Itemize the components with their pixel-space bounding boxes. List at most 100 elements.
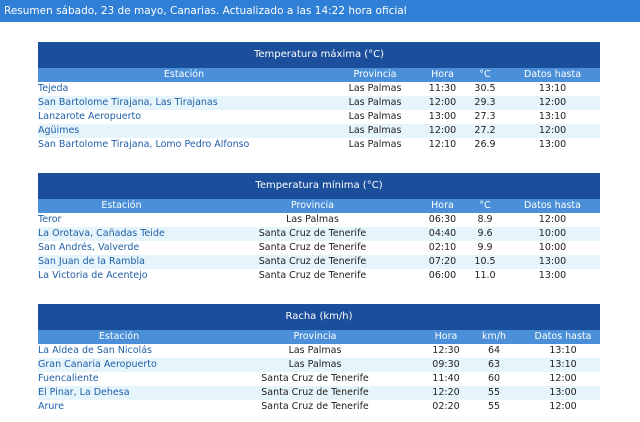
table-row: Teror Las Palmas 06:30 8.9 12:00: [38, 213, 600, 227]
column-header: Hora: [420, 199, 465, 213]
station-link[interactable]: La Aldea de San Nicolás: [38, 345, 152, 356]
table-row: La Victoria de Acentejo Santa Cruz de Ten…: [38, 269, 600, 283]
cell: 10:00: [538, 242, 567, 253]
table-title: Temperatura máxima (°C): [38, 42, 601, 68]
cell: 13:00: [538, 139, 567, 150]
cell: 13:00: [428, 111, 457, 122]
cell: 26.9: [474, 139, 496, 150]
cell: Las Palmas: [200, 358, 430, 372]
station-link[interactable]: San Juan de la Rambla: [38, 255, 205, 269]
title-row: Temperatura mínima (°C): [38, 173, 600, 199]
station-link[interactable]: Teror: [38, 214, 62, 225]
cell: Las Palmas: [288, 345, 342, 356]
column-header: Datos hasta: [526, 330, 601, 344]
cell: 12:00: [549, 401, 577, 412]
station-link[interactable]: La Victoria de Acentejo: [38, 270, 148, 281]
column-header: Hora: [430, 330, 462, 344]
cell: 11:40: [432, 373, 460, 384]
cell: Las Palmas: [286, 214, 339, 225]
title-row: Racha (km/h): [38, 304, 601, 330]
cell: 06:00: [428, 270, 457, 281]
table-row: Arure Santa Cruz de Tenerife 02:20 55 12:00: [38, 400, 600, 414]
table-row: Agüimes Las Palmas 12:00 27.2 12:00: [38, 124, 601, 138]
cell: 60: [487, 373, 501, 384]
table-row: San Bartolome Tirajana, Lomo Pedro Alfon…: [38, 138, 600, 152]
cell: 12:20: [430, 386, 462, 400]
table-row: Lanzarote Aeropuerto Las Palmas 13:00 27.3 1…: [38, 110, 600, 124]
cell: Santa Cruz de Tenerife: [205, 227, 420, 241]
station-link[interactable]: San Bartolome Tirajana, Las Tirajanas: [38, 96, 330, 110]
cell: Santa Cruz de Tenerife: [261, 401, 369, 412]
table-row: La Aldea de San Nicolás Las Palmas 12:30 64…: [38, 344, 600, 358]
data-table: Temperatura mínima (°C) Estación Provincia…: [38, 173, 600, 283]
station-link[interactable]: Gran Canaria Aeropuerto: [38, 358, 200, 372]
column-header: Datos hasta: [505, 199, 600, 213]
cell: 13:00: [526, 386, 601, 400]
cell: 13:10: [538, 111, 567, 122]
cell: 12:00: [505, 124, 601, 138]
cell: 06:30: [428, 214, 457, 225]
column-header: Hora: [420, 68, 465, 82]
column-header: km/h: [462, 330, 526, 344]
station-link[interactable]: San Bartolome Tirajana, Lomo Pedro Alfon…: [38, 139, 250, 150]
cell: 12:00: [420, 96, 465, 110]
cell: 13:10: [538, 83, 567, 94]
table-row: La Orotava, Cañadas Teide Santa Cruz de T…: [38, 227, 600, 241]
station-link[interactable]: San Andrés, Valverde: [38, 242, 140, 253]
cell: Santa Cruz de Tenerife: [258, 242, 367, 253]
cell: Las Palmas: [348, 83, 402, 94]
cell: 12:00: [505, 96, 601, 110]
cell: 04:40: [420, 227, 465, 241]
table-row: San Juan de la Rambla Santa Cruz de Tener…: [38, 255, 600, 269]
table-row: San Andrés, Valverde Santa Cruz de Teneri…: [38, 241, 600, 255]
cell: 27.3: [474, 111, 496, 122]
data-table: Racha (km/h) Estación Provincia Hora km/h Dat…: [38, 304, 601, 414]
cell: 09:30: [430, 358, 462, 372]
station-link[interactable]: Fuencaliente: [38, 373, 99, 384]
column-header: Provincia: [205, 199, 420, 213]
station-link[interactable]: Tejeda: [38, 83, 69, 94]
title-row: Temperatura máxima (°C): [38, 42, 601, 68]
table-row: Fuencaliente Santa Cruz de Tenerife 11:40 6…: [38, 372, 600, 386]
cell: 55: [462, 386, 526, 400]
cell: 9.6: [465, 227, 505, 241]
column-header: Estación: [38, 199, 205, 213]
cell: Santa Cruz de Tenerife: [258, 270, 367, 281]
cell: 12:10: [428, 139, 457, 150]
cell: Las Palmas: [348, 139, 402, 150]
cell: 02:20: [432, 401, 460, 412]
table-row: Gran Canaria Aeropuerto Las Palmas 09:30 63…: [38, 358, 601, 372]
cell: 27.2: [465, 124, 505, 138]
cell: 9.9: [477, 242, 493, 253]
cell: 30.5: [474, 83, 496, 94]
cell: 10:00: [505, 227, 600, 241]
cell: Las Palmas: [330, 124, 420, 138]
cell: Las Palmas: [330, 96, 420, 110]
cell: Santa Cruz de Tenerife: [261, 373, 369, 384]
station-link[interactable]: Agüimes: [38, 124, 330, 138]
cell: Santa Cruz de Tenerife: [205, 255, 420, 269]
table-title: Temperatura mínima (°C): [38, 173, 600, 199]
cell: 13:00: [538, 270, 567, 281]
cell: 11:30: [428, 83, 457, 94]
station-link[interactable]: El Pinar, La Dehesa: [38, 386, 200, 400]
cell: 12:00: [549, 373, 577, 384]
cell: 11.0: [474, 270, 496, 281]
cell: Las Palmas: [348, 111, 402, 122]
table-row: San Bartolome Tirajana, Las Tirajanas Las…: [38, 96, 601, 110]
cell: 13:10: [549, 345, 577, 356]
cell: Santa Cruz de Tenerife: [200, 386, 430, 400]
cell: 55: [487, 401, 501, 412]
station-link[interactable]: La Orotava, Cañadas Teide: [38, 227, 205, 241]
station-link[interactable]: Lanzarote Aeropuerto: [38, 111, 142, 122]
column-header: Estación: [38, 68, 330, 82]
cell: 63: [462, 358, 526, 372]
cell: 10.5: [465, 255, 505, 269]
cell: 12:00: [420, 124, 465, 138]
cell: 07:20: [420, 255, 465, 269]
station-link[interactable]: Arure: [38, 401, 64, 412]
data-table: Temperatura máxima (°C) Estación Provincia…: [38, 42, 601, 152]
cell: 02:10: [428, 242, 457, 253]
cell: 13:10: [526, 358, 601, 372]
